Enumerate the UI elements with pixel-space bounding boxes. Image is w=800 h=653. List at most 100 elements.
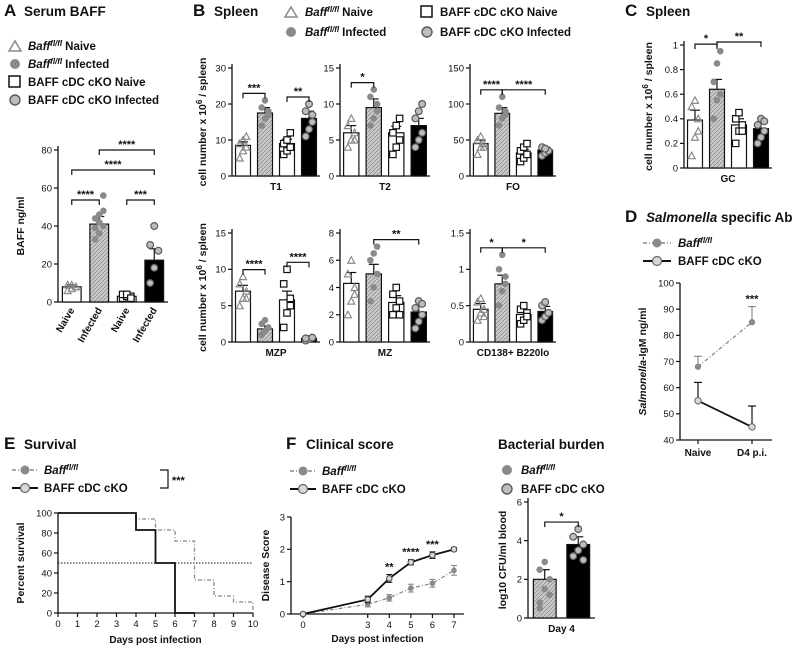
significance-bracket bbox=[501, 247, 546, 253]
legend-f-baff: Baff bbox=[322, 466, 345, 478]
y-tick-label: 60 bbox=[663, 383, 674, 394]
significance-bracket bbox=[71, 199, 100, 205]
survival-curve bbox=[58, 512, 254, 613]
data-point-open bbox=[544, 308, 553, 317]
y-tick-label: 0 bbox=[221, 337, 226, 348]
data-point-open bbox=[411, 143, 420, 152]
series-line bbox=[697, 321, 753, 368]
x-axis-label: Day 4 bbox=[548, 624, 575, 635]
bar bbox=[365, 273, 383, 343]
y-axis-label: cell number x 106 / spleen bbox=[195, 223, 209, 352]
x-axis-label: MZP bbox=[265, 348, 286, 359]
legend-a-wt-infected: Bafffl/fl Infected bbox=[28, 57, 109, 71]
bar bbox=[343, 282, 360, 343]
data-point-square bbox=[519, 301, 528, 310]
data-point-triangle bbox=[350, 135, 360, 144]
panel-title-a: Serum BAFF bbox=[24, 4, 106, 19]
legend-marker-triangle bbox=[283, 5, 299, 18]
y-axis-label-part: / spleen bbox=[197, 58, 209, 100]
data-point bbox=[694, 363, 702, 370]
data-point-filled bbox=[91, 224, 99, 232]
x-tick-label: 5 bbox=[153, 619, 158, 630]
legend-b-wt-naive: Bafffl/fl Naive bbox=[305, 5, 373, 19]
data-point-triangle bbox=[235, 300, 245, 310]
chart-spleen-fo: 0 50 100 150 **** **** FO bbox=[448, 63, 556, 193]
data-point-triangle bbox=[687, 150, 697, 160]
data-point-open bbox=[301, 334, 310, 343]
y-tick-label: 4 bbox=[329, 283, 334, 294]
y-tick-label: 0.8 bbox=[665, 65, 678, 76]
x-tick-label: 7 bbox=[451, 620, 456, 631]
x-tick-label: 4 bbox=[387, 620, 392, 631]
panel-label-c: C bbox=[625, 1, 637, 20]
y-tick-label: 0 bbox=[221, 171, 226, 182]
data-point-open bbox=[308, 117, 317, 126]
y-axis-label-sup: 6 bbox=[641, 84, 650, 89]
data-point-filled bbox=[710, 78, 718, 86]
significance-label: **** bbox=[402, 547, 420, 559]
legend-e-sup: fl/fl bbox=[66, 463, 79, 472]
data-point-filled bbox=[264, 324, 272, 331]
significance-bracket bbox=[160, 469, 169, 489]
y-tick-label: 0 bbox=[459, 171, 464, 182]
y-tick-label: 2 bbox=[517, 575, 522, 586]
data-point-filled bbox=[498, 93, 506, 101]
x-tick-label: 10 bbox=[248, 619, 259, 630]
data-point-triangle bbox=[476, 131, 486, 140]
data-point bbox=[429, 551, 436, 559]
data-point-square bbox=[392, 283, 401, 292]
legend-a-baff-2: Baff bbox=[28, 59, 51, 71]
y-tick-label: 30 bbox=[215, 63, 226, 74]
y-tick-label: 60 bbox=[41, 183, 52, 194]
legend-b-wt-infected: Bafffl/fl Infected bbox=[305, 25, 386, 39]
panel-title-d-rest: specific Ab bbox=[717, 210, 792, 225]
significance-bracket bbox=[501, 89, 546, 95]
y-tick-label: 80 bbox=[663, 331, 674, 342]
x-axis-label: Days post infection bbox=[331, 634, 423, 645]
data-point-triangle bbox=[343, 120, 353, 130]
y-axis-label-part: cell number x 10 bbox=[197, 269, 209, 351]
data-point-triangle bbox=[693, 126, 703, 135]
data-point-filled bbox=[498, 287, 506, 295]
data-point bbox=[748, 319, 756, 326]
data-point-filled bbox=[546, 576, 554, 583]
significance-label: **** bbox=[245, 259, 263, 271]
data-point-square bbox=[286, 129, 295, 137]
y-tick-label: 40 bbox=[41, 568, 52, 579]
y-tick-label: 100 bbox=[36, 508, 52, 519]
data-point-triangle bbox=[690, 95, 700, 104]
chart-spleen-t2: 0 5 10 15 * T2 bbox=[323, 63, 430, 193]
data-point-filled bbox=[495, 302, 503, 309]
data-point-square bbox=[523, 139, 531, 148]
data-point-square bbox=[731, 114, 740, 123]
significance-label: * bbox=[489, 237, 494, 249]
data-point-filled bbox=[373, 107, 381, 115]
y-tick-label: 8 bbox=[329, 228, 334, 239]
significance-label: **** bbox=[104, 159, 122, 171]
legend-a-naive-1: Naive bbox=[65, 41, 96, 53]
data-point-open bbox=[418, 128, 427, 137]
x-tick-label: 9 bbox=[231, 619, 236, 630]
data-point-square bbox=[395, 297, 404, 305]
significance-label: *** bbox=[172, 475, 186, 487]
data-point-triangle bbox=[67, 280, 77, 289]
data-point-square bbox=[389, 310, 397, 319]
data-point-triangle bbox=[238, 271, 248, 281]
chart-spleen-cd138: 0 0.5 1 1.5 * * CD138+ B220lo bbox=[451, 228, 556, 359]
data-point-open bbox=[411, 324, 420, 333]
significance-label: ** bbox=[294, 86, 303, 98]
data-point-filled bbox=[498, 251, 506, 259]
data-point bbox=[385, 575, 393, 582]
legend-a-sup-2: fl/fl bbox=[50, 57, 63, 66]
data-point-triangle bbox=[343, 269, 353, 278]
legend-a-cko-infected: BAFF cDC cKO Infected bbox=[28, 95, 159, 107]
bar bbox=[494, 112, 511, 177]
x-tick-label: 3 bbox=[114, 619, 119, 630]
data-point-filled bbox=[367, 122, 374, 129]
legend-b-baff-1: Baff bbox=[305, 7, 328, 19]
y-tick-label: 0 bbox=[329, 171, 334, 182]
data-point-filled bbox=[261, 316, 269, 324]
legend-b-sup-1: fl/fl bbox=[327, 5, 340, 14]
y-tick-label: 90 bbox=[663, 304, 674, 315]
